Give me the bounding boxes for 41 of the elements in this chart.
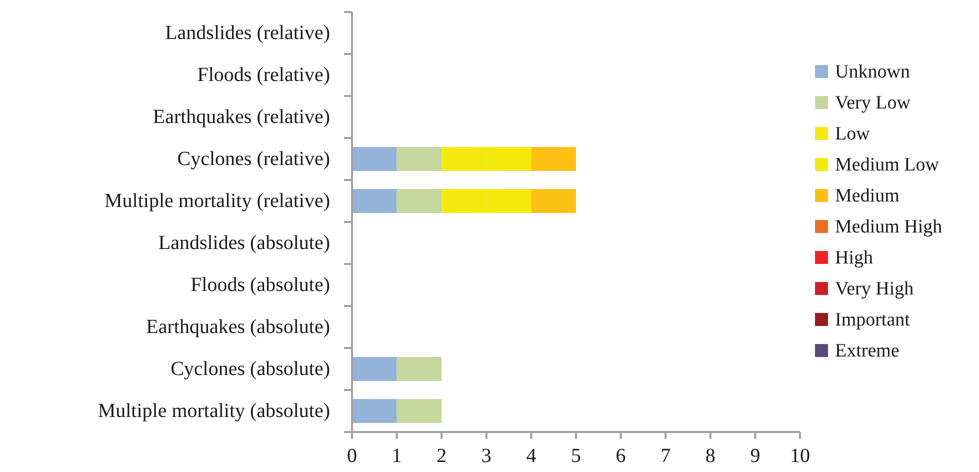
bar: [352, 399, 397, 423]
legend-label: Extreme: [835, 340, 900, 362]
legend-label: High: [835, 248, 874, 268]
legend-label: Unknown: [835, 62, 910, 82]
bar: [531, 147, 576, 171]
y-tick-label: Earthquakes (relative): [152, 106, 330, 128]
legend-label: Medium Low: [835, 154, 940, 176]
bar: [352, 189, 397, 213]
y-tick-label: Floods (absolute): [190, 274, 330, 296]
legend-label: Important: [835, 310, 911, 330]
bar: [396, 189, 442, 213]
y-tick-label: Landslides (relative): [165, 22, 330, 44]
y-tick-label: Multiple mortality (relative): [104, 190, 330, 212]
legend-label: Very Low: [835, 92, 911, 114]
y-tick-label: Cyclones (absolute): [170, 358, 330, 380]
legend-label: Medium: [835, 186, 900, 206]
x-tick-label: 0: [347, 445, 357, 467]
x-tick-label: 7: [660, 445, 671, 467]
y-tick-label: Cyclones (relative): [177, 148, 330, 170]
bar: [352, 147, 397, 171]
y-tick-label: Multiple mortality (absolute): [98, 400, 330, 422]
bar: [396, 399, 442, 423]
x-tick-label: 9: [750, 445, 760, 467]
legend-label: Medium High: [835, 216, 943, 238]
x-tick-label: 5: [571, 445, 581, 467]
bar: [531, 189, 576, 213]
x-tick-label: 4: [526, 445, 536, 467]
bar: [396, 357, 442, 381]
y-tick-label: Landslides (absolute): [158, 232, 330, 254]
x-tick-label: 2: [436, 445, 447, 467]
x-tick-label: 8: [705, 445, 716, 467]
x-tick-label: 10: [790, 445, 810, 467]
legend-label: Very High: [835, 278, 914, 300]
legend-label: Low: [835, 124, 870, 144]
x-tick-label: 3: [481, 445, 492, 467]
y-tick-label: Floods (relative): [197, 64, 330, 86]
bar: [396, 147, 442, 171]
x-tick-label: 6: [616, 445, 626, 467]
y-tick-label: Earthquakes (absolute): [146, 316, 330, 338]
bar: [352, 357, 397, 381]
x-tick-label: 1: [392, 445, 402, 467]
